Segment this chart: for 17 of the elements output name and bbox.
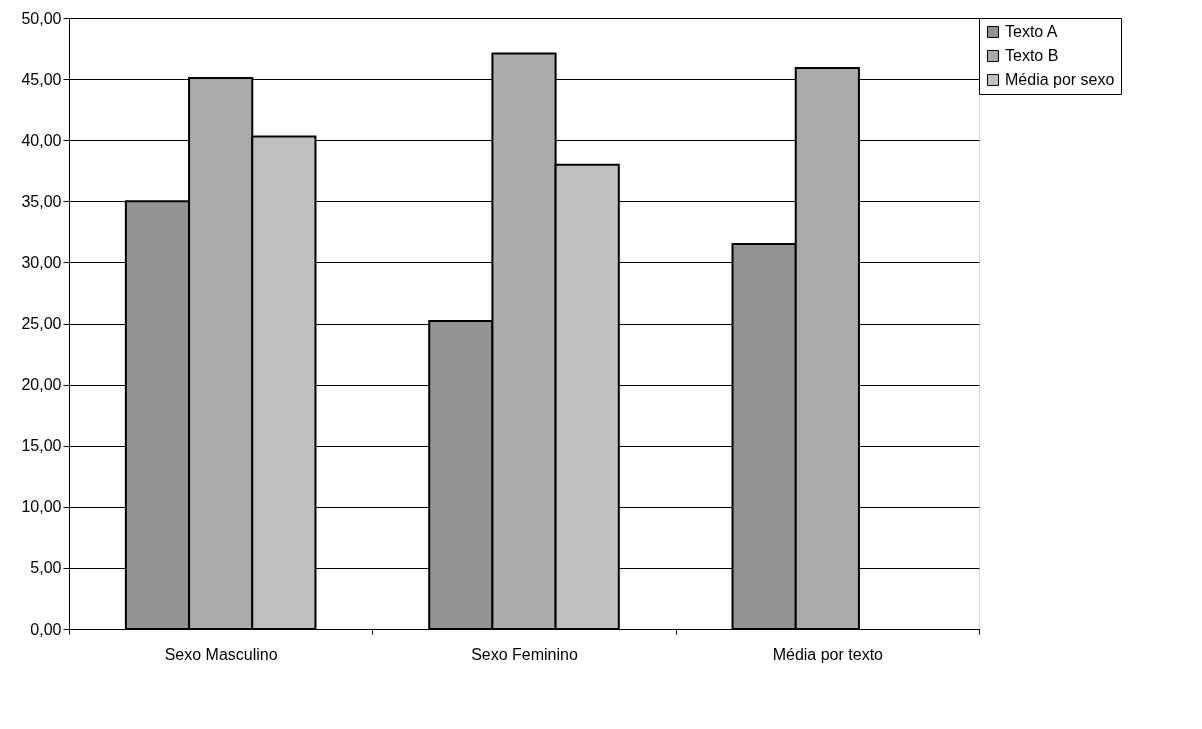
x-tick-label: Sexo Masculino: [164, 645, 278, 663]
y-tick-label: 45,00: [21, 70, 62, 88]
y-tick-label: 25,00: [21, 315, 62, 332]
legend-label: Texto A: [1005, 23, 1058, 40]
x-tick-label: Sexo Feminino: [471, 645, 578, 663]
legend-label: Texto B: [1005, 47, 1059, 64]
y-tick-label: 10,00: [21, 498, 62, 516]
y-tick-label: 15,00: [21, 437, 62, 455]
y-tick-label: 20,00: [21, 376, 62, 394]
y-tick-label: 30,00: [21, 253, 62, 271]
y-tick-label: 0,00: [30, 620, 62, 638]
x-tick-label: Média por texto: [772, 645, 884, 663]
legend-label: Média por sexo: [1005, 71, 1115, 88]
y-tick-label: 35,00: [21, 192, 62, 210]
y-tick-label: 40,00: [21, 131, 62, 149]
y-tick-label: 5,00: [30, 559, 62, 577]
y-tick-label: 50,00: [21, 9, 62, 27]
